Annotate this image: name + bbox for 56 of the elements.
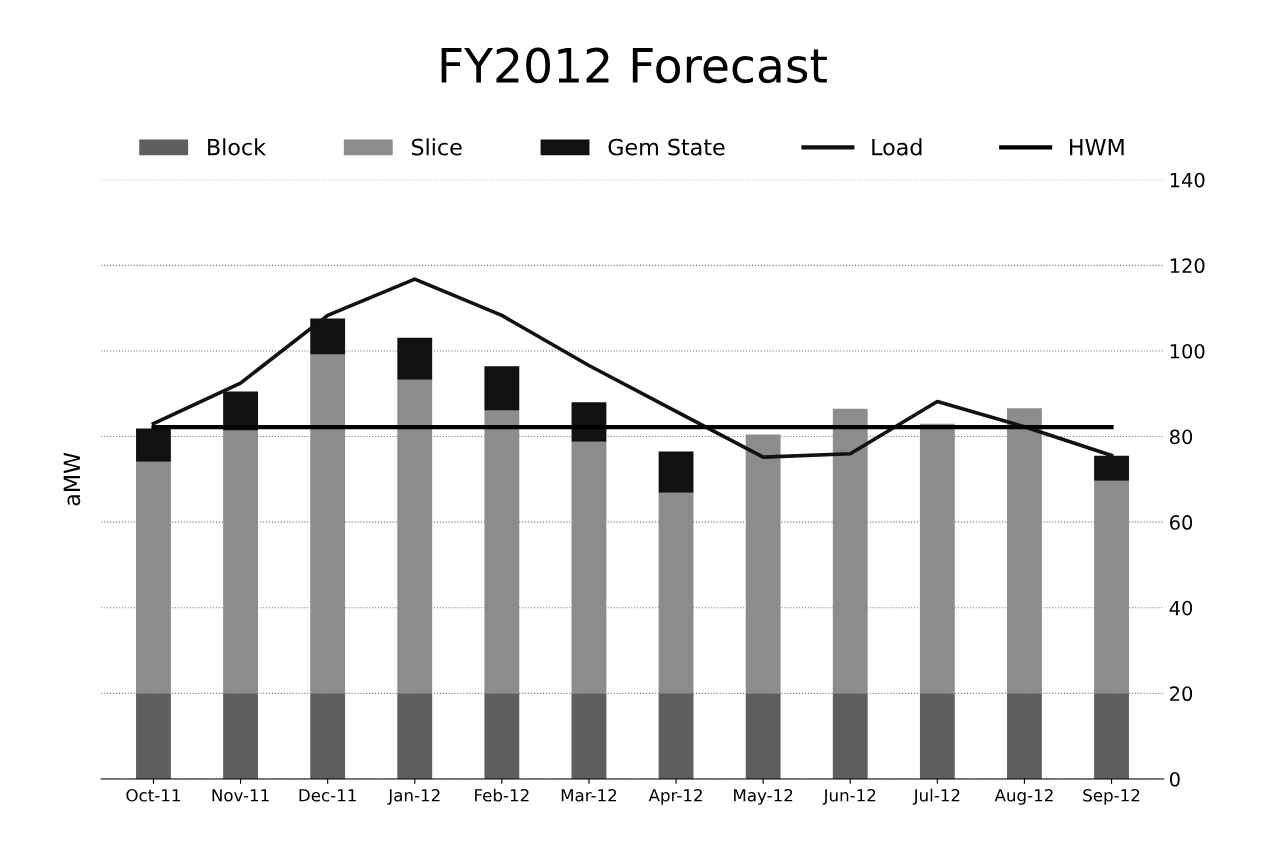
bar xyxy=(658,693,694,779)
bar xyxy=(1007,693,1042,779)
bar xyxy=(571,441,607,694)
bar xyxy=(136,461,171,694)
bar xyxy=(484,410,520,694)
bar xyxy=(484,366,520,411)
bar xyxy=(919,693,955,779)
bar xyxy=(136,693,171,779)
bar xyxy=(223,430,258,694)
bar xyxy=(397,379,433,694)
bar xyxy=(1094,693,1129,779)
x-tick-label: Aug-12 xyxy=(994,788,1053,805)
x-tick-label: Feb-12 xyxy=(475,788,529,802)
x-tick-label: Oct-11 xyxy=(126,788,180,802)
bar xyxy=(397,693,433,779)
y-tick-label: 120 xyxy=(1170,258,1205,274)
bar xyxy=(658,492,694,694)
bar xyxy=(832,408,868,694)
y-tick-label: 80 xyxy=(1169,429,1193,445)
bar xyxy=(832,693,868,779)
bar xyxy=(484,693,520,779)
y-tick-label: 140 xyxy=(1170,172,1205,188)
y-tick-label: 40 xyxy=(1169,600,1193,616)
bar xyxy=(658,451,694,493)
x-tick-label: Jun-12 xyxy=(822,788,876,805)
chart-title: FY2012 Forecast xyxy=(441,47,827,84)
x-tick-label: Jul-12 xyxy=(912,788,960,805)
bar xyxy=(310,693,346,779)
bar xyxy=(745,434,781,694)
legend-label: Slice xyxy=(411,138,462,156)
y-tick-label: 60 xyxy=(1170,515,1193,530)
x-tick-label: Nov-11 xyxy=(212,789,269,802)
legend-label: Gem State xyxy=(608,138,725,156)
bar xyxy=(571,693,607,779)
bar xyxy=(310,318,346,355)
bar xyxy=(397,337,433,380)
y-axis-title: aMW xyxy=(63,452,81,506)
bar xyxy=(136,428,171,462)
x-tick-label: Mar-12 xyxy=(561,788,617,802)
bar xyxy=(1007,408,1042,694)
bar xyxy=(1094,480,1129,694)
y-tick-label: 20 xyxy=(1170,686,1193,702)
bar xyxy=(310,354,346,694)
x-tick-label: May-12 xyxy=(734,788,793,805)
y-tick-label: 0 xyxy=(1169,771,1180,787)
x-tick-label: Jan-12 xyxy=(387,788,440,805)
x-tick-label: Apr-12 xyxy=(648,788,702,805)
bar xyxy=(223,693,258,779)
legend-label: Load xyxy=(872,138,922,156)
x-tick-label: Sep-12 xyxy=(1083,788,1140,805)
x-tick-label: Dec-11 xyxy=(299,789,356,802)
legend-label: HWM xyxy=(1070,138,1124,156)
bar xyxy=(919,423,955,694)
y-tick-label: 100 xyxy=(1170,343,1205,359)
legend-label: Block xyxy=(208,138,266,156)
bar xyxy=(745,693,781,779)
